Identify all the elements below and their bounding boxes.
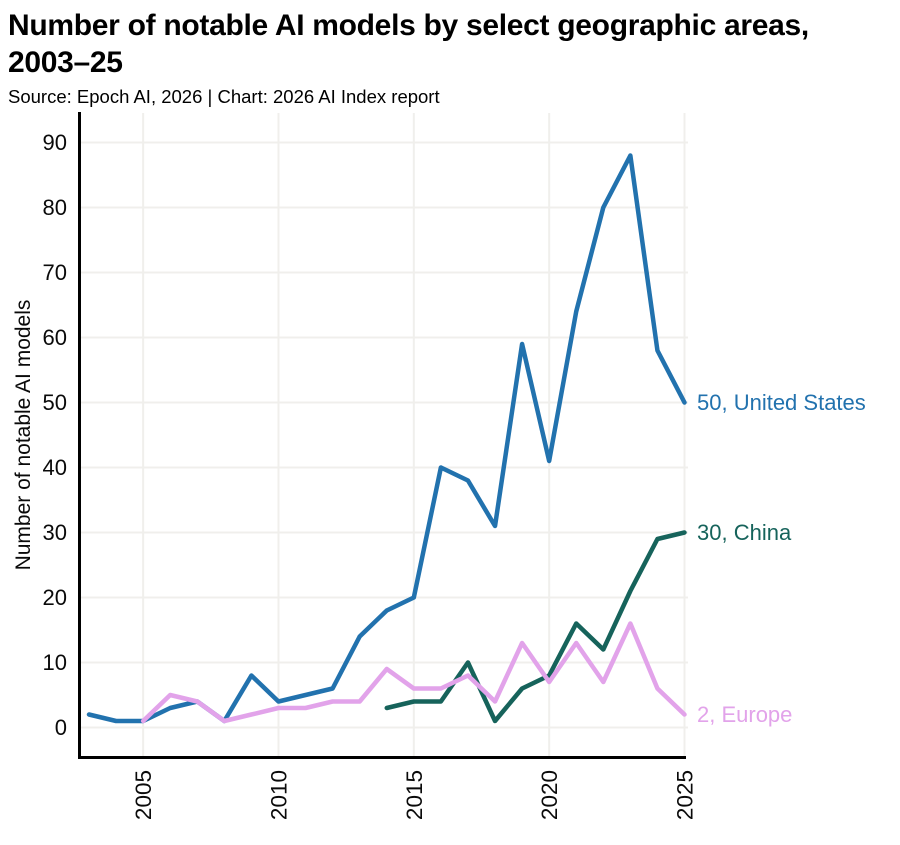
- china-end-label: 30, China: [697, 520, 792, 545]
- europe-line: [140, 621, 687, 724]
- x-tick-label: 2005: [131, 770, 156, 820]
- chart-title: Number of notable AI models by select ge…: [8, 9, 809, 79]
- europe-end-label: 2, Europe: [697, 702, 792, 727]
- x-tick-label: 2015: [402, 770, 427, 820]
- united-states-line: [86, 153, 687, 724]
- united-states-end-label: 50, United States: [697, 390, 866, 415]
- y-tick-label: 30: [43, 520, 67, 545]
- y-tick-label: 10: [43, 650, 67, 675]
- y-tick-label: 70: [43, 260, 67, 285]
- y-tick-label: 80: [43, 195, 67, 220]
- x-tick-label: 2025: [673, 770, 698, 820]
- x-tick-label: 2020: [537, 770, 562, 820]
- y-tick-label: 60: [43, 325, 67, 350]
- y-tick-label: 40: [43, 455, 67, 480]
- x-tick-label: 2010: [266, 770, 291, 820]
- chart-source-line: Source: Epoch AI, 2026 | Chart: 2026 AI …: [8, 86, 440, 107]
- y-tick-label: 50: [43, 390, 67, 415]
- y-tick-label: 20: [43, 585, 67, 610]
- china-line: [384, 530, 687, 724]
- y-tick-label: 0: [55, 715, 67, 740]
- y-tick-label: 90: [43, 130, 67, 155]
